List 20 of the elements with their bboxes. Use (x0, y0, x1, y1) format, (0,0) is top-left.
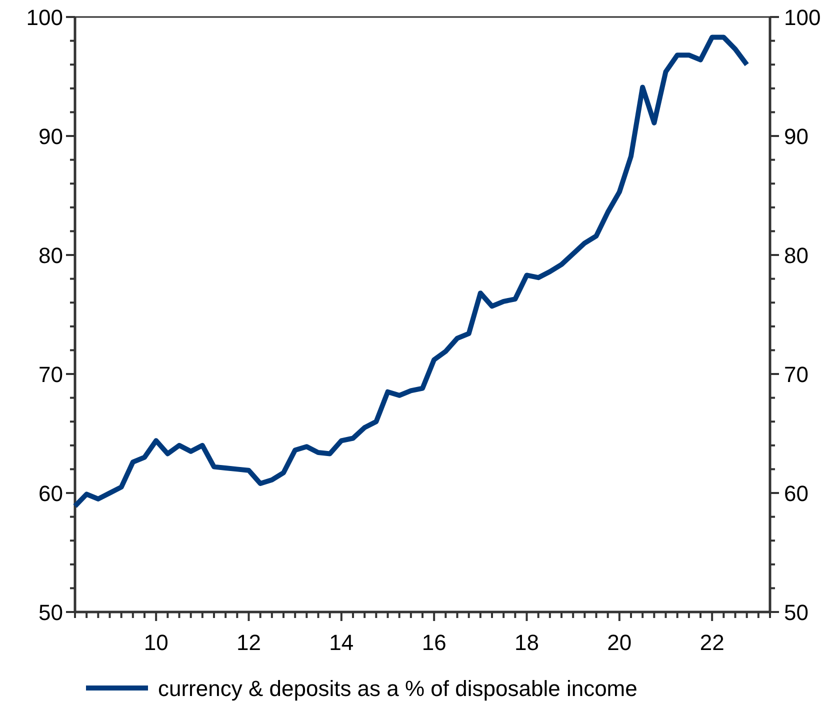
x-tick-label: 18 (514, 630, 539, 655)
x-tick-label: 20 (607, 630, 632, 655)
x-tick-label: 10 (144, 630, 168, 655)
legend-label: currency & deposits as a % of disposable income (158, 676, 638, 701)
y2-tick-label: 70 (784, 362, 808, 387)
y2-tick-label: 60 (784, 481, 808, 506)
y2-tick-label: 80 (784, 243, 808, 268)
y-tick-label: 100 (26, 5, 63, 30)
x-tick-label: 14 (329, 630, 354, 655)
y-tick-label: 90 (38, 124, 63, 149)
y2-tick-label: 100 (784, 5, 821, 30)
y-tick-label: 80 (38, 243, 63, 268)
y2-tick-label: 50 (784, 600, 808, 625)
y-tick-label: 70 (38, 362, 63, 387)
x-tick-label: 16 (422, 630, 446, 655)
x-tick-label: 12 (236, 630, 261, 655)
y2-tick-label: 90 (784, 124, 808, 149)
x-tick-label: 22 (700, 630, 724, 655)
y-tick-label: 60 (38, 481, 63, 506)
y-tick-label: 50 (38, 600, 63, 625)
